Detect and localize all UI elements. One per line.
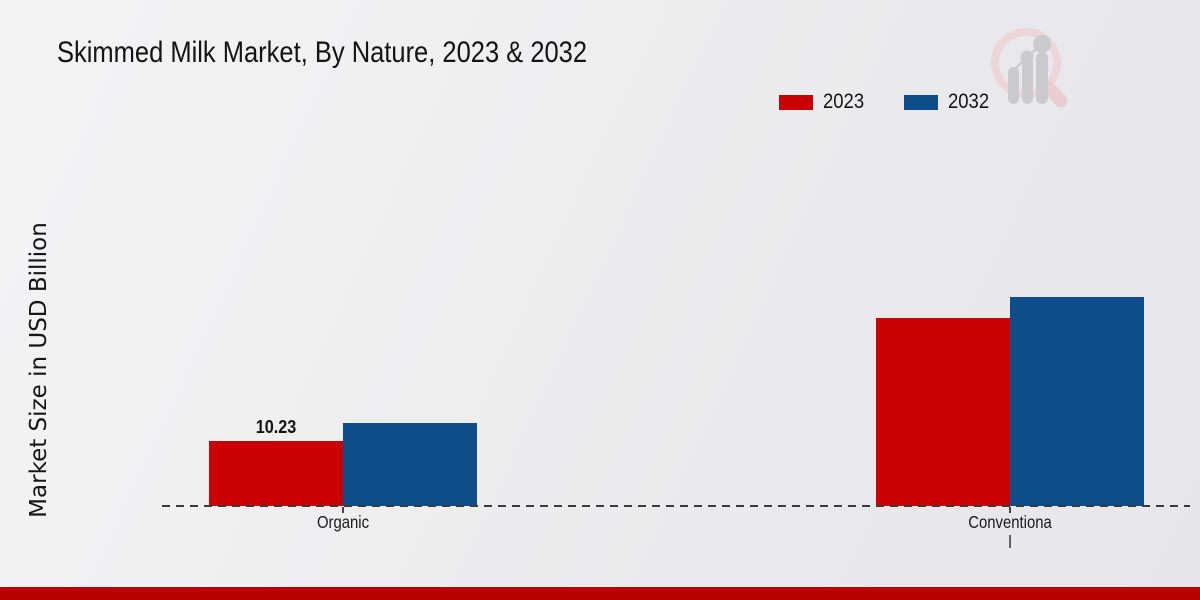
mrfr-watermark-logo xyxy=(991,28,1068,108)
x-axis-label-line: Conventiona xyxy=(968,512,1052,532)
logo-dot-large xyxy=(1033,35,1051,53)
legend-swatch-2032 xyxy=(903,94,938,110)
chart-legend: 2023 2032 xyxy=(779,90,995,114)
chart-title: Skimmed Milk Market, By Nature, 2023 & 2… xyxy=(57,36,588,69)
logo-dot-medium xyxy=(1020,50,1034,64)
legend-label-2032: 2032 xyxy=(947,90,989,113)
logo-bar-medium xyxy=(1022,58,1033,104)
x-axis-tick-conventional xyxy=(1009,507,1011,513)
legend-swatch-2023 xyxy=(779,94,813,110)
bar-conventional-2023 xyxy=(876,318,1010,506)
x-axis-label-conventional: Conventiona l xyxy=(968,512,1052,552)
x-axis-label-line: Organic xyxy=(316,512,370,532)
legend-label-2023: 2023 xyxy=(823,90,865,113)
y-axis-label: Market Size in USD Billion xyxy=(26,222,52,518)
legend-item-2032: 2032 xyxy=(903,90,995,114)
magnifier-handle-icon xyxy=(1041,80,1068,108)
x-axis-baseline xyxy=(162,505,1190,507)
footer-red-band xyxy=(0,587,1200,600)
logo-bar-small xyxy=(1008,67,1019,104)
data-label-organic-2023: 10.23 xyxy=(255,417,297,437)
x-axis-label-organic: Organic xyxy=(317,512,369,532)
bar-organic-2032 xyxy=(343,423,477,506)
x-axis-tick-organic xyxy=(342,507,344,513)
legend-item-2023: 2023 xyxy=(779,90,870,114)
x-axis-label-line: l xyxy=(1008,532,1012,552)
bar-conventional-2032 xyxy=(1010,297,1144,506)
bar-organic-2023 xyxy=(209,441,343,506)
logo-bar-large xyxy=(1036,52,1048,104)
